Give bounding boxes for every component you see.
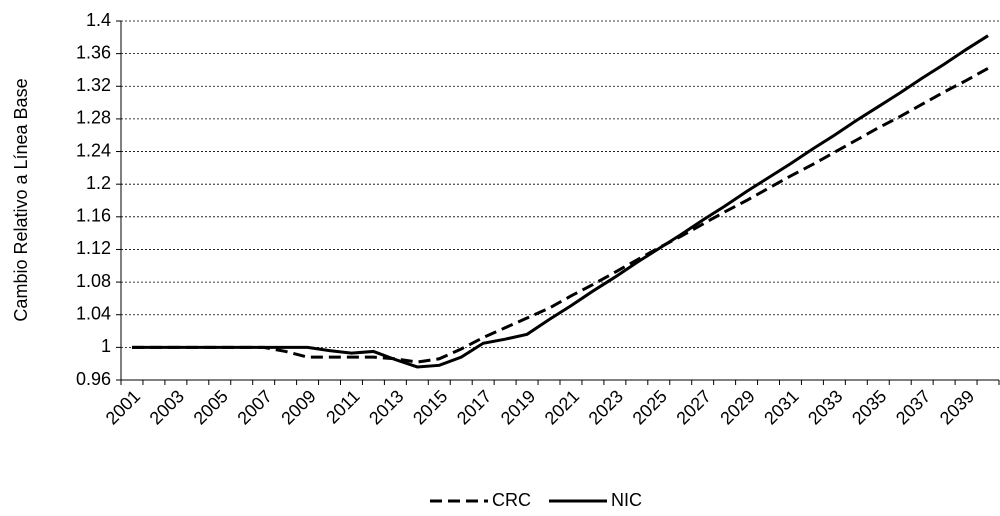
y-tick-label: 1.32	[76, 75, 111, 95]
x-tick-label: 2027	[672, 386, 714, 428]
y-tick-label: 1.4	[86, 10, 111, 30]
y-tick-label: 1.16	[76, 206, 111, 226]
y-tick-label: 1.12	[76, 238, 111, 258]
x-tick-label: 2021	[541, 386, 583, 428]
x-tick-label: 2037	[892, 386, 934, 428]
y-tick-label: 1.04	[76, 303, 111, 323]
x-tick-label: 2039	[936, 386, 978, 428]
x-tick-label: 2017	[453, 386, 495, 428]
x-tick-label: 2025	[629, 386, 671, 428]
x-tick-label: 2023	[585, 386, 627, 428]
x-tick-label: 2009	[277, 386, 319, 428]
x-tick-label: 2011	[322, 386, 364, 428]
x-tick-label: 2015	[409, 386, 451, 428]
series-line	[131, 67, 989, 364]
x-tick-label: 2013	[365, 386, 407, 428]
x-tick-label: 2033	[804, 386, 846, 428]
x-tick-label: 2031	[760, 386, 802, 428]
legend-label: NIC	[611, 490, 642, 510]
y-tick-label: 1.2	[86, 173, 111, 193]
x-tick-label: 2019	[497, 386, 539, 428]
y-tick-label: 1.28	[76, 108, 111, 128]
y-tick-label: 1.08	[76, 271, 111, 291]
x-tick-label: 2003	[146, 386, 188, 428]
series-line	[131, 34, 989, 369]
x-tick-label: 2029	[716, 386, 758, 428]
x-tick-label: 2001	[102, 386, 144, 428]
x-tick-label: 2035	[848, 386, 890, 428]
x-tick-label: 2005	[190, 386, 232, 428]
legend-label: CRC	[492, 490, 531, 510]
y-tick-label: 0.96	[76, 369, 111, 389]
y-axis-label: Cambio Relativo a Línea Base	[11, 78, 31, 321]
x-tick-label: 2007	[233, 386, 275, 428]
y-tick-label: 1.36	[76, 42, 111, 62]
y-tick-label: 1.24	[76, 140, 111, 160]
y-tick-label: 1	[101, 336, 111, 356]
